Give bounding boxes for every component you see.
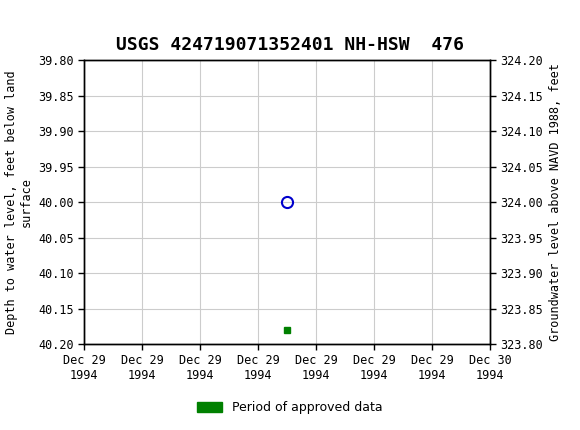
Text: ≡USGS: ≡USGS	[9, 9, 90, 28]
Legend: Period of approved data: Period of approved data	[192, 396, 388, 419]
Y-axis label: Depth to water level, feet below land
surface: Depth to water level, feet below land su…	[5, 70, 32, 334]
Y-axis label: Groundwater level above NAVD 1988, feet: Groundwater level above NAVD 1988, feet	[549, 63, 562, 341]
Text: USGS 424719071352401 NH-HSW  476: USGS 424719071352401 NH-HSW 476	[116, 36, 464, 54]
